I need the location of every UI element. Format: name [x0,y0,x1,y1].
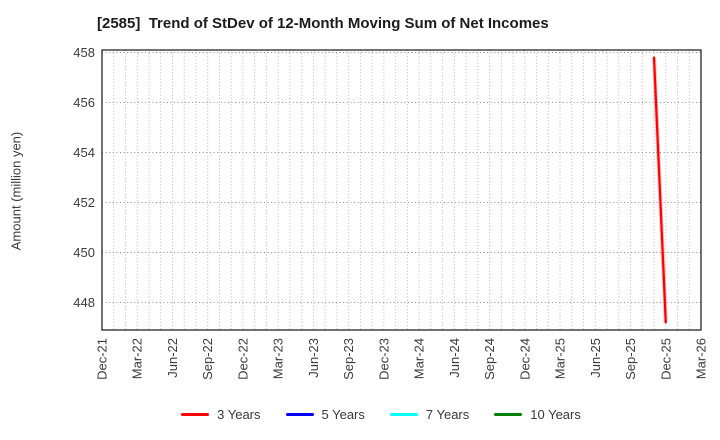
x-tick-label: Dec-23 [376,338,391,380]
x-tick-label: Jun-24 [447,338,462,378]
x-tick-label: Jun-25 [588,338,603,378]
legend-item-7-years: 7 Years [389,406,470,422]
legend-swatch-5-years [285,412,314,416]
x-tick-label: Dec-25 [658,338,673,380]
legend-item-3-years: 3 Years [181,406,261,422]
legend-label-3-years: 3 Years [217,406,261,422]
x-tick-label: Sep-22 [200,338,215,380]
legend-item-10-years: 10 Years [494,407,581,422]
legend-label-7-years: 7 Years [425,406,470,422]
legend-item-5-years: 5 Years [285,406,365,422]
y-tick-label: 454 [73,145,95,160]
x-tick-label: Sep-23 [341,338,356,380]
y-tick-label: 452 [73,195,95,210]
y-tick-label: 456 [73,95,95,110]
x-tick-label: Sep-25 [623,338,638,380]
y-tick-label: 458 [73,45,95,60]
x-tick-label: Dec-22 [235,338,250,380]
legend-swatch-3-years [181,412,210,416]
x-tick-label: Mar-26 [694,338,709,379]
x-tick-label: Mar-25 [553,338,568,379]
chart-title: [2585] Trend of StDev of 12-Month Moving… [97,15,549,32]
x-tick-label: Jun-23 [306,338,321,378]
legend: 3 Years 5 Years 7 Years 10 Years [21,404,720,424]
x-tick-label: Mar-23 [271,338,286,379]
legend-swatch-7-years [389,412,418,416]
y-tick-label: 448 [73,295,95,310]
plot-frame [101,49,702,331]
legend-label-10-years: 10 Years [530,406,581,422]
x-tick-label: Mar-24 [412,338,427,379]
x-tick-label: Jun-22 [165,338,180,378]
legend-swatch-10-years [494,412,523,416]
x-tick-label: Dec-21 [95,338,110,380]
y-tick-label: 450 [73,245,95,260]
x-tick-label: Sep-24 [482,338,497,380]
series-line-3-years [652,56,667,324]
x-tick-label: Dec-24 [517,338,532,380]
plot-area: 448 450 452 454 456 458 Dec-21 Mar-22 Jun-22 Sep-… [73,45,709,380]
legend-label-5-years: 5 Years [321,406,365,422]
x-tick-label: Mar-22 [130,338,145,379]
